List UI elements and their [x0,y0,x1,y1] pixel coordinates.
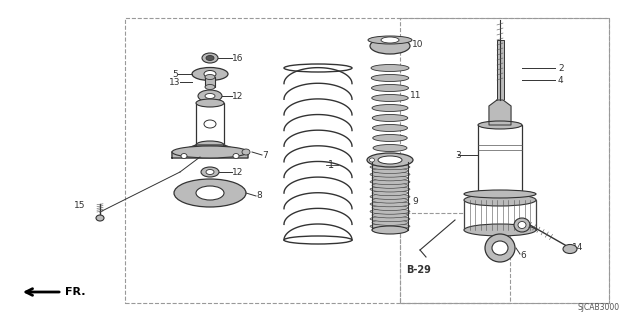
Ellipse shape [372,212,408,218]
Ellipse shape [181,154,187,158]
Ellipse shape [370,194,410,199]
Text: 15: 15 [74,201,85,210]
Ellipse shape [370,209,410,214]
Ellipse shape [464,194,536,206]
Ellipse shape [233,154,239,158]
Text: 5: 5 [172,69,178,78]
Ellipse shape [370,164,410,170]
Bar [478,125,522,200]
Ellipse shape [478,196,522,204]
Ellipse shape [202,53,218,63]
Ellipse shape [372,168,408,173]
Ellipse shape [172,146,248,158]
Text: 3: 3 [455,150,461,159]
Ellipse shape [518,221,526,228]
Ellipse shape [378,156,402,164]
Ellipse shape [372,94,408,101]
Ellipse shape [372,134,407,141]
Ellipse shape [370,187,410,192]
Polygon shape [172,145,248,158]
Ellipse shape [196,141,224,149]
Ellipse shape [370,172,410,177]
Bar [492,230,508,248]
Text: 16: 16 [232,53,243,62]
Ellipse shape [372,105,408,111]
Text: 10: 10 [412,39,424,49]
Ellipse shape [369,158,374,162]
Ellipse shape [201,167,219,177]
Ellipse shape [485,234,515,262]
Ellipse shape [371,65,409,71]
Ellipse shape [464,224,536,236]
Ellipse shape [198,90,222,102]
Ellipse shape [96,215,104,221]
Ellipse shape [204,70,216,77]
Ellipse shape [514,218,530,232]
Text: SJCAB3000: SJCAB3000 [578,303,620,312]
Text: 7: 7 [262,150,268,159]
Ellipse shape [206,170,214,174]
Ellipse shape [372,220,408,225]
Text: 13: 13 [168,77,180,86]
Ellipse shape [370,201,410,207]
Ellipse shape [370,38,410,54]
Ellipse shape [206,55,214,60]
Polygon shape [489,100,511,125]
Bar [196,103,224,145]
Bar [205,77,215,87]
Text: B-29: B-29 [406,265,431,275]
Text: FR.: FR. [65,287,86,297]
Ellipse shape [372,115,408,122]
Bar [400,213,510,303]
Ellipse shape [381,37,399,43]
Ellipse shape [204,120,216,128]
Text: 9: 9 [412,197,418,206]
Ellipse shape [372,175,408,181]
Ellipse shape [205,93,215,99]
Ellipse shape [371,75,409,82]
Ellipse shape [174,179,246,207]
Ellipse shape [371,84,408,92]
Ellipse shape [372,183,408,188]
Text: 1: 1 [328,160,334,170]
Ellipse shape [370,179,410,185]
Ellipse shape [372,198,408,203]
Ellipse shape [370,224,410,229]
Ellipse shape [372,124,408,132]
Ellipse shape [205,84,215,90]
Text: 2: 2 [558,63,564,73]
Bar [497,40,504,100]
Text: 14: 14 [572,244,584,252]
Ellipse shape [492,241,508,255]
Ellipse shape [563,244,577,253]
Ellipse shape [368,36,412,44]
Ellipse shape [242,149,250,155]
Text: 8: 8 [256,191,262,201]
Ellipse shape [370,216,410,222]
Ellipse shape [192,68,228,81]
Ellipse shape [196,99,224,107]
Ellipse shape [372,226,408,234]
Text: 6: 6 [520,252,525,260]
Ellipse shape [372,205,408,211]
Ellipse shape [373,145,407,151]
Ellipse shape [205,75,215,79]
Ellipse shape [464,190,536,198]
Text: 4: 4 [558,76,564,84]
Text: 11: 11 [410,91,422,100]
Bar [400,18,609,303]
Bar [464,200,536,230]
Ellipse shape [478,121,522,129]
Bar [125,18,609,303]
Ellipse shape [196,186,224,200]
Ellipse shape [372,227,408,233]
Text: 12: 12 [232,167,243,177]
Ellipse shape [367,153,413,167]
Ellipse shape [372,190,408,196]
Text: 12: 12 [232,92,243,100]
